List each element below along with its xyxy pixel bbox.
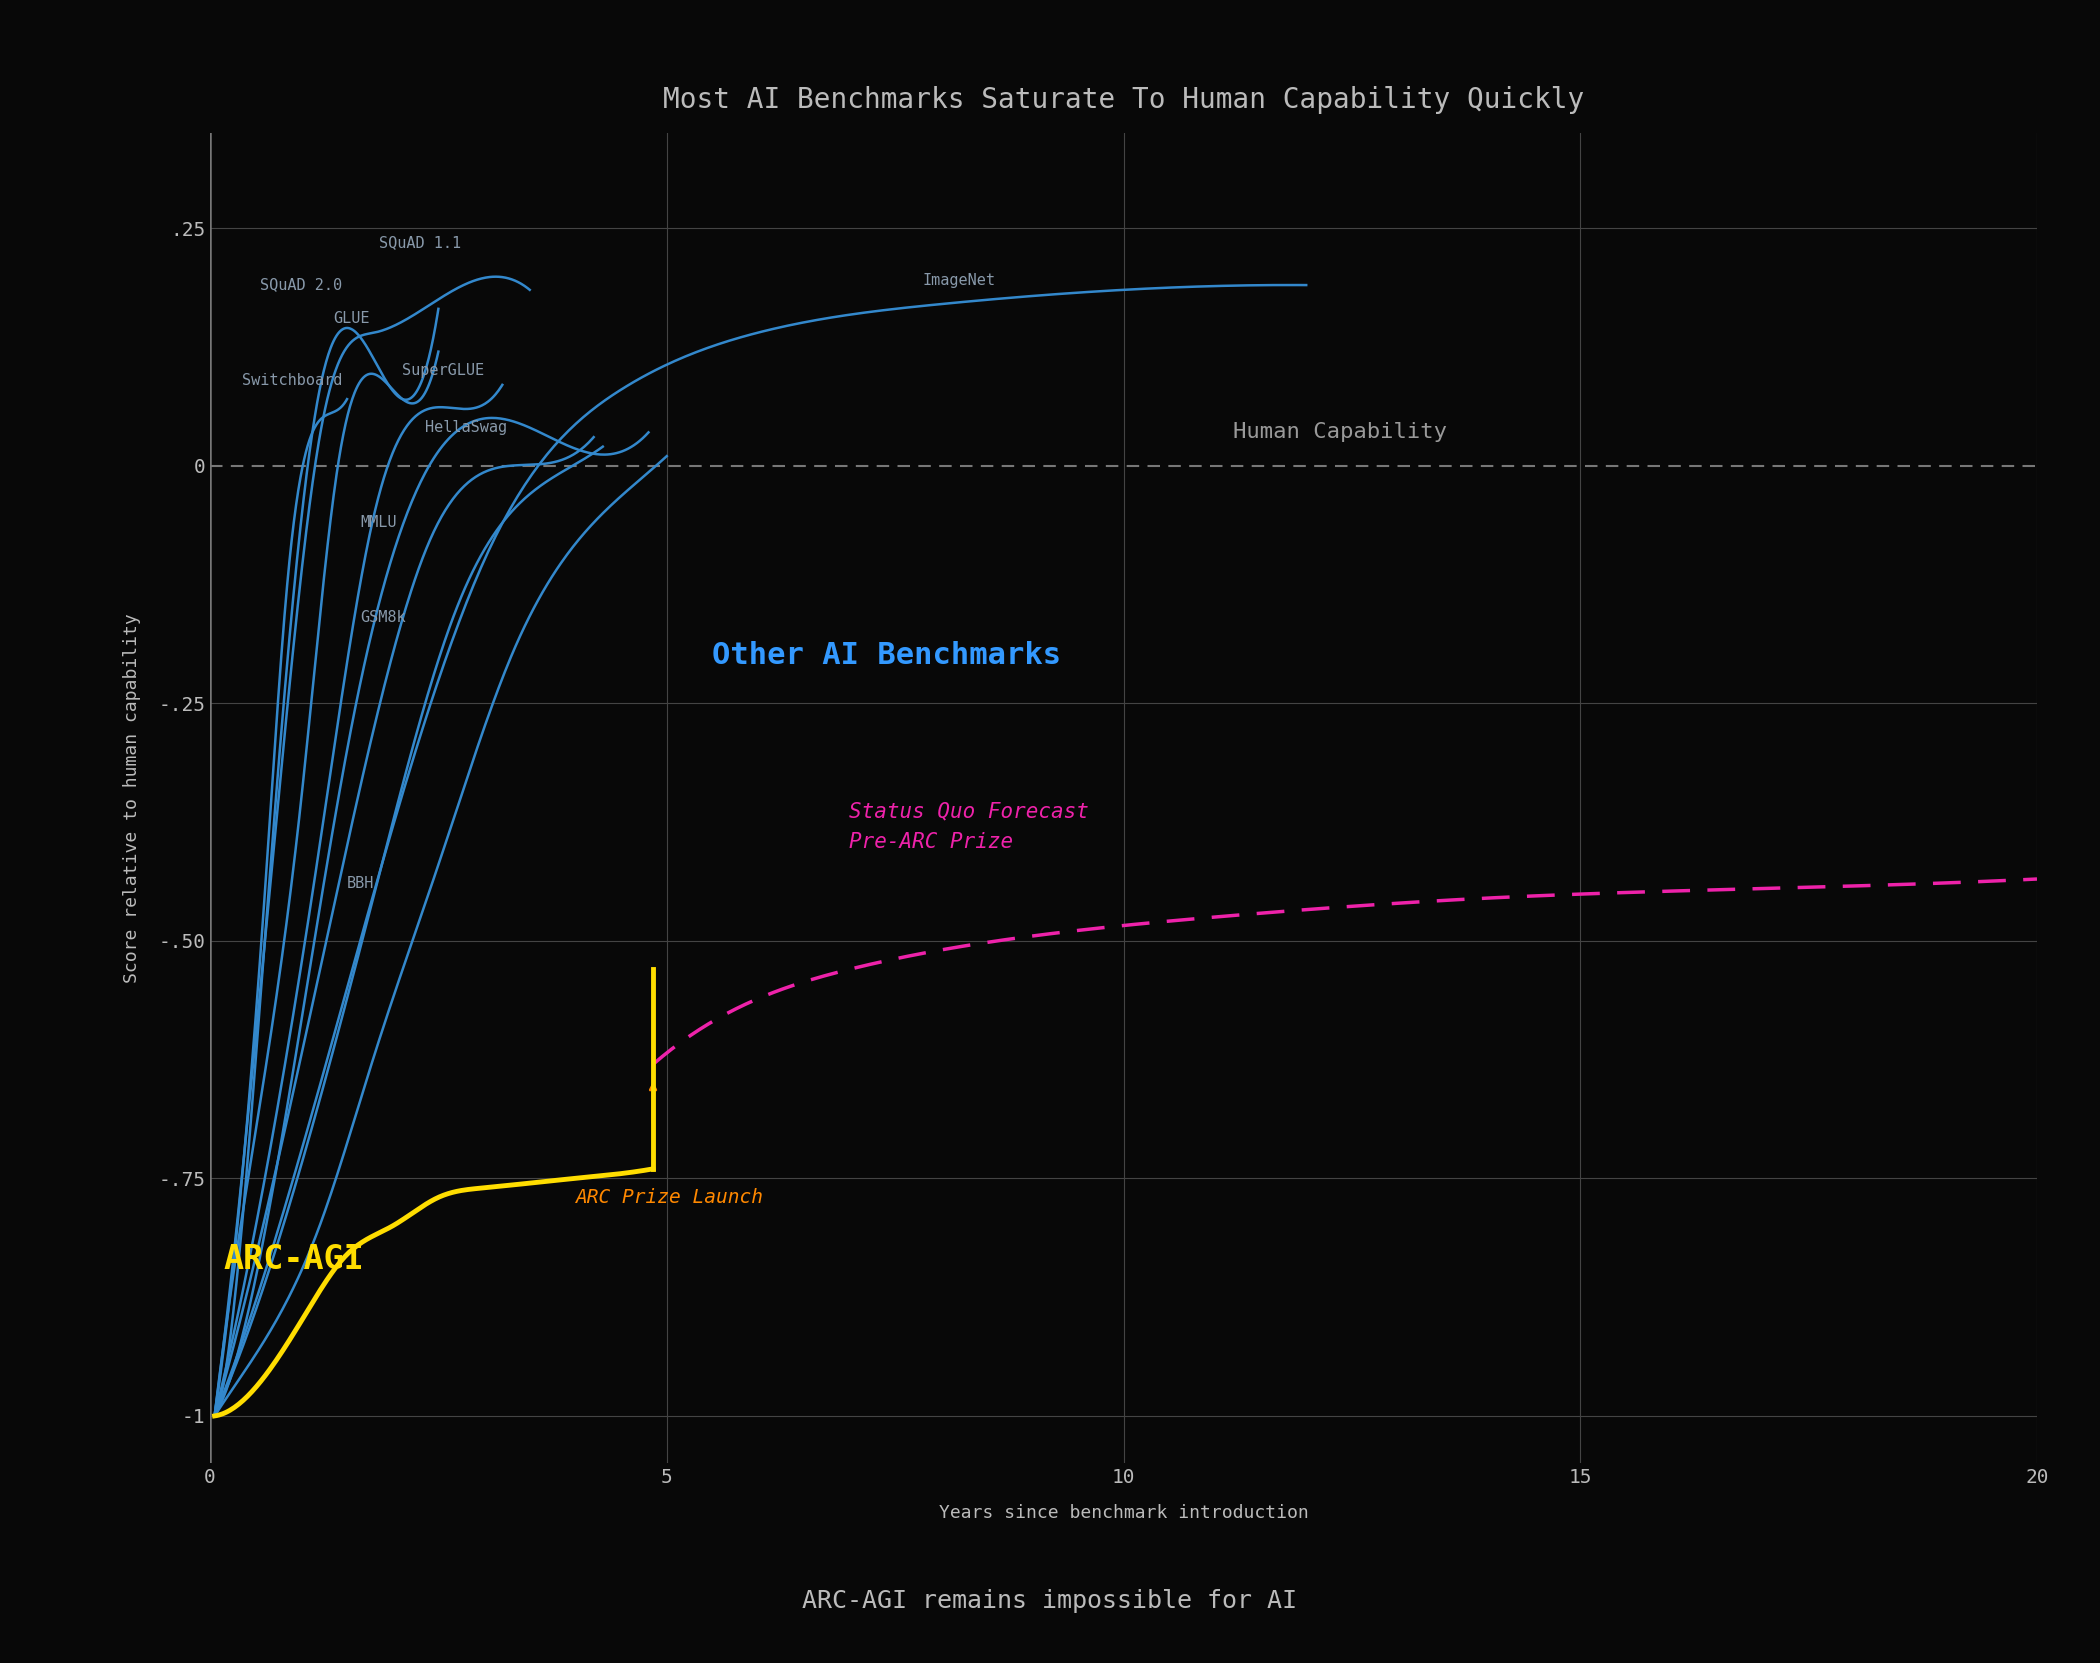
Text: Status Quo Forecast
Pre-ARC Prize: Status Quo Forecast Pre-ARC Prize bbox=[848, 802, 1090, 851]
Text: SQuAD 2.0: SQuAD 2.0 bbox=[260, 278, 342, 293]
Y-axis label: Score relative to human capability: Score relative to human capability bbox=[124, 614, 141, 983]
Text: HellaSwag: HellaSwag bbox=[424, 421, 506, 436]
Text: SQuAD 1.1: SQuAD 1.1 bbox=[378, 234, 462, 249]
Text: MMLU: MMLU bbox=[361, 516, 397, 530]
Title: Most AI Benchmarks Saturate To Human Capability Quickly: Most AI Benchmarks Saturate To Human Cap… bbox=[664, 86, 1583, 115]
Text: GLUE: GLUE bbox=[334, 311, 370, 326]
Text: ImageNet: ImageNet bbox=[922, 273, 995, 288]
Text: GSM8k: GSM8k bbox=[361, 610, 407, 625]
Text: BBH: BBH bbox=[346, 876, 374, 891]
Text: Switchboard: Switchboard bbox=[242, 373, 342, 387]
Text: ARC-AGI remains impossible for AI: ARC-AGI remains impossible for AI bbox=[802, 1590, 1298, 1613]
Text: Other AI Benchmarks: Other AI Benchmarks bbox=[712, 642, 1063, 670]
Text: ARC-AGI: ARC-AGI bbox=[225, 1242, 365, 1276]
X-axis label: Years since benchmark introduction: Years since benchmark introduction bbox=[939, 1503, 1308, 1522]
Text: ARC Prize Launch: ARC Prize Launch bbox=[575, 1187, 764, 1207]
Text: SuperGLUE: SuperGLUE bbox=[401, 363, 483, 378]
Text: Human Capability: Human Capability bbox=[1233, 422, 1447, 442]
